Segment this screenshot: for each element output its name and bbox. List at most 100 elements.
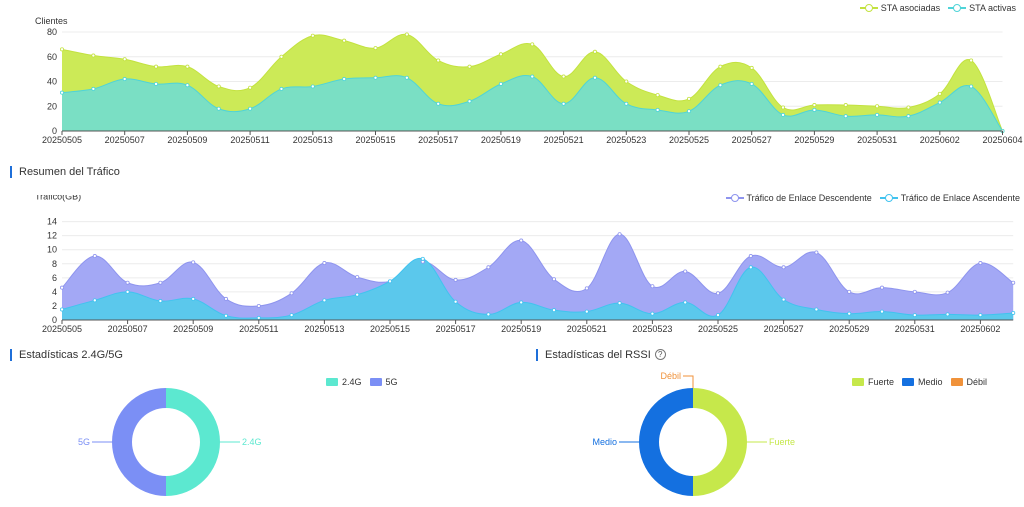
clients-series-0-point [812, 103, 817, 108]
clients-series-1-point [718, 83, 723, 88]
rssi-legend: Fuerte Medio Débil [844, 377, 987, 387]
clients-xtick-label: 20250602 [920, 135, 960, 145]
traffic-series-0-point [617, 232, 622, 237]
band-label-1: 5G [78, 437, 90, 447]
traffic-series-1-point [191, 296, 196, 301]
legend-medium-label: Medio [918, 377, 943, 387]
traffic-xtick-label: 20250525 [698, 324, 738, 334]
clients-series-0-point [906, 105, 911, 110]
legend-item-strong[interactable]: Fuerte [852, 377, 894, 387]
legend-weak-swatch [950, 378, 963, 386]
clients-series-1-point [937, 100, 942, 105]
traffic-series-0-point [814, 250, 819, 255]
traffic-series-1-point [584, 309, 589, 314]
clients-series-0-point [718, 64, 723, 69]
clients-series-0-point [781, 105, 786, 110]
legend-item-medium[interactable]: Medio [902, 377, 943, 387]
traffic-area-chart: 0 2 4 6 8 10 12 14 Tráfico(GB) 20250505 20250507 20… [35, 195, 1016, 334]
legend-24g-label: 2.4G [342, 377, 362, 387]
legend-item-weak[interactable]: Débil [950, 377, 988, 387]
clients-series-1-point [279, 86, 284, 91]
clients-series-1-area [62, 75, 1003, 131]
traffic-ytick-label: 6 [52, 273, 57, 283]
band-slice-0 [166, 388, 220, 496]
clients-series-1-point [875, 112, 880, 117]
traffic-series-0-point [1011, 280, 1016, 285]
clients-series-1-point [749, 81, 754, 86]
clients-xtick-label: 20250507 [105, 135, 145, 145]
traffic-series-1-point [814, 307, 819, 312]
clients-series-0-point [592, 49, 597, 54]
legend-item-downlink[interactable]: Tráfico de Enlace Descendente [725, 193, 872, 203]
legend-weak-label: Débil [966, 377, 988, 387]
traffic-series-0-point [847, 289, 852, 294]
traffic-series-1-point [355, 292, 360, 297]
traffic-section-title: Resumen del Tráfico [10, 166, 120, 178]
clients-xtick-label: 20250529 [794, 135, 834, 145]
clients-series-1-point [342, 77, 347, 82]
traffic-series-0-point [125, 280, 130, 285]
clients-series-0-point [498, 52, 503, 57]
traffic-xtick-label: 20250511 [239, 324, 278, 334]
clients-series-0-point [216, 84, 221, 89]
legend-item-associated[interactable]: STA asociadas [859, 3, 941, 13]
traffic-series-0-point [60, 285, 65, 290]
traffic-series-1-point [486, 312, 491, 317]
clients-series-0-point [843, 103, 848, 108]
traffic-ytick-label: 14 [47, 217, 57, 227]
clients-xtick-label: 20250604 [982, 135, 1022, 145]
legend-active-label: STA activas [969, 3, 1016, 13]
band-slice-1 [112, 388, 166, 496]
legend-strong-swatch [852, 378, 864, 386]
traffic-series-0-point [486, 265, 491, 270]
clients-series-0-point [561, 74, 566, 79]
traffic-xtick-label: 20250507 [108, 324, 148, 334]
traffic-ytick-label: 10 [47, 245, 57, 255]
legend-associated-label: STA asociadas [880, 3, 941, 13]
clients-xtick-label: 20250521 [544, 135, 584, 145]
legend-medium-swatch [902, 378, 915, 386]
clients-xtick-label: 20250531 [857, 135, 897, 145]
clients-series-0-point [122, 57, 127, 62]
clients-series-0-point [248, 85, 253, 90]
traffic-series-1-point [322, 298, 327, 303]
traffic-xtick-label: 20250505 [42, 324, 82, 334]
clients-series-1-point [310, 84, 315, 89]
traffic-series-1-point [978, 313, 983, 318]
traffic-series-1-point [420, 256, 425, 261]
traffic-series-0-point [912, 289, 917, 294]
traffic-series-1-point [60, 307, 65, 312]
traffic-series-1-point [880, 309, 885, 314]
clients-series-1-point [969, 84, 974, 89]
clients-series-1-point [60, 90, 65, 95]
traffic-series-1-point [125, 289, 130, 294]
rssi-leader-2 [683, 375, 694, 388]
legend-item-5g[interactable]: 5G [369, 377, 398, 387]
clients-series-1-point [436, 101, 441, 106]
traffic-series-1-point [387, 279, 392, 284]
clients-legend: STA asociadas STA activas [852, 3, 1016, 13]
traffic-series-0-point [748, 254, 753, 259]
traffic-series-0-point [519, 238, 524, 243]
legend-item-active[interactable]: STA activas [948, 3, 1016, 13]
legend-item-uplink[interactable]: Tráfico de Enlace Ascendente [879, 193, 1020, 203]
traffic-series-0-point [92, 254, 97, 259]
traffic-series-1-point [158, 299, 163, 304]
rssi-section-title: Estadísticas del RSSI? [536, 349, 666, 361]
clients-ytick-label: 0 [52, 126, 57, 136]
legend-item-24g[interactable]: 2.4G [326, 377, 362, 387]
traffic-series-0-point [683, 269, 688, 274]
clients-series-1-point [467, 99, 472, 104]
question-circle-icon[interactable]: ? [654, 349, 666, 360]
traffic-xtick-label: 20250515 [370, 324, 410, 334]
clients-series-1-point [592, 75, 597, 80]
clients-xtick-label: 20250515 [355, 135, 395, 145]
clients-series-0-point [687, 96, 692, 101]
traffic-series-0-point [289, 291, 294, 296]
clients-series-1-point [530, 74, 535, 79]
traffic-series-1-point [748, 265, 753, 270]
traffic-series-0-point [191, 260, 196, 265]
rssi-slice-1 [639, 388, 693, 496]
traffic-xtick-label: 20250521 [567, 324, 607, 334]
clients-series-0-point [875, 104, 880, 109]
